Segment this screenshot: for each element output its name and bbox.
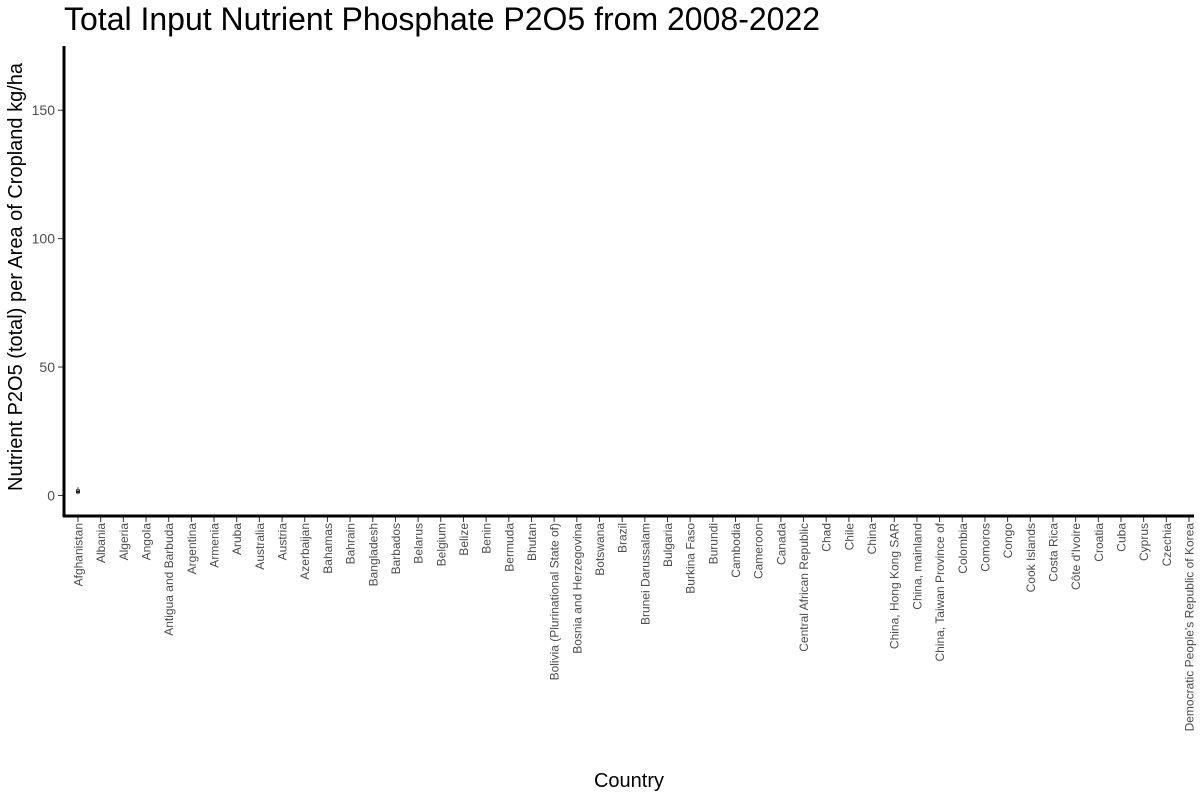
x-tick-label: Bosnia and Herzegovina — [570, 523, 584, 654]
x-tick-label: Brunei Darussalam — [638, 523, 652, 625]
x-tick-label: Democratic People's Republic of Korea — [1183, 523, 1197, 732]
x-tick-label: Chad — [820, 523, 834, 552]
x-tick-label: Belgium — [434, 523, 448, 566]
x-tick-label: Cambodia — [729, 523, 743, 578]
y-tick-label: 150 — [32, 102, 56, 118]
x-tick-label: Bhutan — [525, 523, 539, 561]
y-axis-title: Nutrient P2O5 (total) per Area of Cropla… — [5, 62, 27, 491]
x-tick-label: Czechia — [1160, 523, 1174, 567]
x-tick-label: Australia — [253, 523, 267, 570]
x-tick-label: Costa Rica — [1046, 523, 1060, 582]
x-tick-label: Cook Islands — [1024, 523, 1038, 592]
x-tick-label: Argentina — [185, 523, 199, 575]
x-tick-label: China, Hong Kong SAR — [888, 523, 902, 649]
x-tick-label: Belarus — [412, 523, 426, 564]
chart-title: Total Input Nutrient Phosphate P2O5 from… — [64, 1, 821, 37]
x-tick-label: Aruba — [230, 523, 244, 555]
y-axis-ticks: 0 50 100 150 — [32, 102, 64, 503]
x-tick-label: Cyprus — [1137, 523, 1151, 561]
y-tick-label: 100 — [32, 231, 56, 247]
x-tick-label: Benin — [480, 523, 494, 554]
x-tick-label: Brazil — [616, 523, 630, 553]
x-tick-label: Comoros — [978, 523, 992, 572]
y-tick-label: 0 — [47, 487, 55, 503]
x-tick-label: Azerbaijan — [298, 523, 312, 580]
x-tick-label: Armenia — [208, 523, 222, 568]
x-tick-label: Colombia — [956, 523, 970, 574]
x-tick-label: Bermuda — [502, 523, 516, 572]
x-tick-label: Côte d'Ivoire — [1069, 523, 1083, 590]
x-tick-label: Bulgaria — [661, 523, 675, 567]
x-tick-label: Cameroon — [752, 523, 766, 579]
x-axis-title: Country — [594, 770, 664, 792]
x-tick-label: Austria — [276, 523, 290, 561]
x-tick-label: Angola — [140, 523, 154, 561]
x-tick-label: Antigua and Barbuda — [162, 523, 176, 636]
x-tick-label: China — [865, 523, 879, 555]
x-tick-label: Cuba — [1114, 523, 1128, 552]
x-tick-label: Croatia — [1092, 523, 1106, 562]
x-tick-label: Burundi — [706, 523, 720, 564]
x-tick-label: China, Taiwan Province of — [933, 522, 947, 661]
y-tick-label: 50 — [39, 359, 55, 375]
x-tick-label: Congo — [1001, 523, 1015, 559]
x-tick-label: Central African Republic — [797, 523, 811, 652]
box-series — [76, 487, 80, 495]
x-tick-label: Bahrain — [344, 523, 358, 564]
x-tick-label: Bahamas — [321, 523, 335, 574]
x-tick-label: Albania — [94, 523, 108, 563]
x-tick-label: Botswana — [593, 523, 607, 576]
x-tick-label: Algeria — [117, 523, 131, 561]
x-tick-label: Bangladesh — [366, 523, 380, 586]
x-tick-label: Chile — [842, 523, 856, 551]
x-tick-label: Afghanistan — [72, 523, 86, 586]
x-tick-label: Barbados — [389, 523, 403, 574]
x-tick-label: Burkina Faso — [684, 523, 698, 594]
x-tick-label: Bolivia (Plurinational State of) — [548, 523, 562, 680]
x-axis-ticks: Afghanistan Albania Algeria Angola Antigua a… — [72, 516, 1197, 731]
x-tick-label: Canada — [774, 523, 788, 565]
x-tick-label: China, mainland — [910, 523, 924, 610]
x-tick-label: Belize — [457, 523, 471, 556]
